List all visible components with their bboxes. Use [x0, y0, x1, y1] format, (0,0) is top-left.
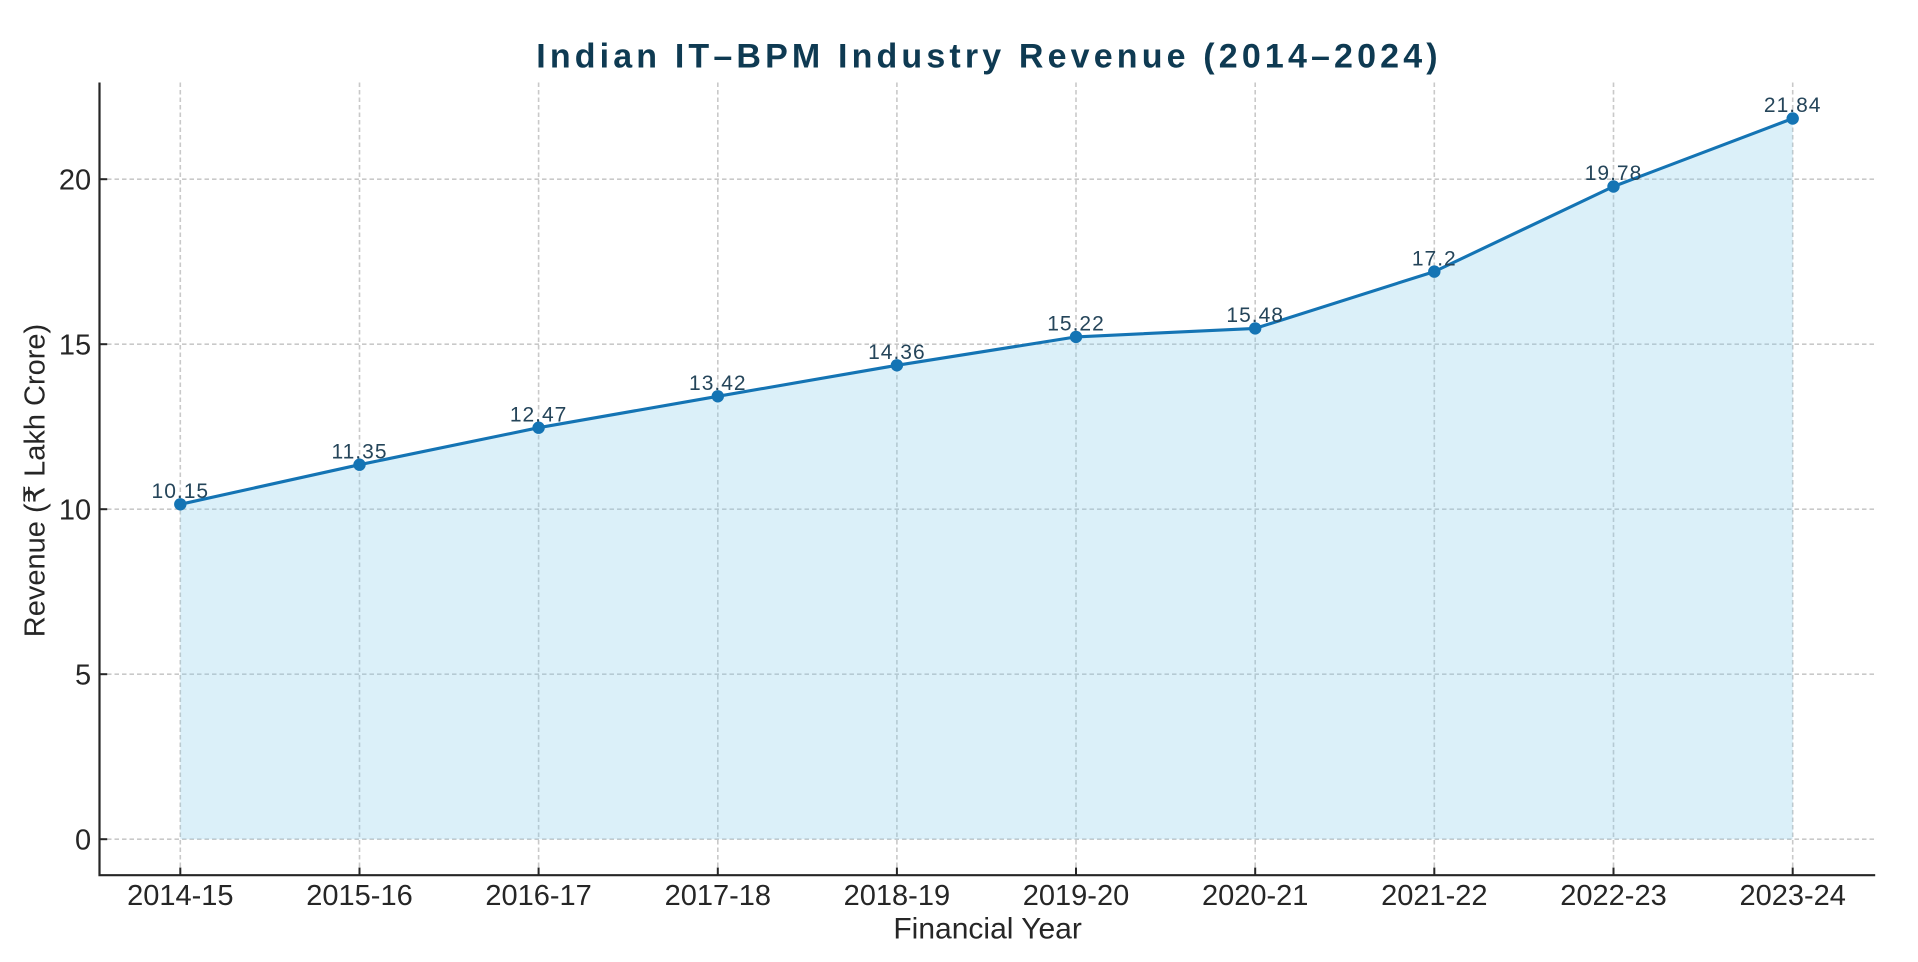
svg-text:2016-17: 2016-17	[485, 880, 591, 912]
svg-text:5: 5	[75, 660, 91, 692]
svg-text:10.15: 10.15	[152, 480, 210, 503]
svg-text:15.48: 15.48	[1226, 304, 1284, 327]
svg-text:15: 15	[59, 330, 91, 362]
svg-text:Financial Year: Financial Year	[893, 912, 1081, 945]
svg-text:Revenue (₹ Lakh Crore): Revenue (₹ Lakh Crore)	[20, 324, 52, 637]
svg-text:10: 10	[59, 495, 91, 527]
svg-text:11.35: 11.35	[332, 440, 388, 463]
svg-text:2023-24: 2023-24	[1739, 880, 1845, 912]
svg-text:2017-18: 2017-18	[665, 880, 771, 912]
svg-text:17.2: 17.2	[1412, 247, 1457, 270]
svg-text:20: 20	[59, 165, 91, 197]
svg-text:2022-23: 2022-23	[1560, 880, 1666, 912]
svg-text:19.78: 19.78	[1585, 162, 1643, 185]
svg-text:0: 0	[75, 825, 91, 857]
svg-text:Indian IT–BPM Industry Revenue: Indian IT–BPM Industry Revenue (2014–202…	[536, 38, 1442, 76]
svg-text:2019-20: 2019-20	[1023, 880, 1129, 912]
svg-text:15.22: 15.22	[1047, 313, 1105, 336]
svg-text:2020-21: 2020-21	[1202, 880, 1308, 912]
svg-text:2015-16: 2015-16	[306, 880, 412, 912]
svg-text:14.36: 14.36	[868, 341, 926, 364]
svg-text:13.42: 13.42	[689, 372, 747, 395]
svg-text:21.84: 21.84	[1764, 94, 1822, 117]
svg-text:2018-19: 2018-19	[844, 880, 950, 912]
svg-text:12.47: 12.47	[510, 403, 568, 426]
svg-text:2021-22: 2021-22	[1381, 880, 1487, 912]
svg-text:2014-15: 2014-15	[127, 880, 233, 912]
